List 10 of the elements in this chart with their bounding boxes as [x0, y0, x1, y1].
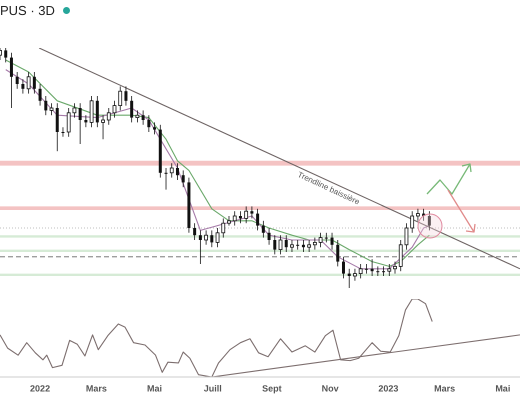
x-tick-label: Nov — [322, 383, 339, 394]
x-tick-label: 2023 — [378, 383, 398, 394]
x-tick-label: Juill — [204, 383, 222, 394]
x-tick-label: Mai — [495, 383, 510, 394]
x-tick-label: Mai — [147, 383, 162, 394]
x-tick-label: Sept — [262, 383, 282, 394]
x-tick-label: Mars — [86, 383, 107, 394]
chart-title: PUS · 3D — [0, 3, 55, 18]
x-tick-label: 2022 — [30, 383, 50, 394]
x-tick-label: Mars — [434, 383, 456, 394]
